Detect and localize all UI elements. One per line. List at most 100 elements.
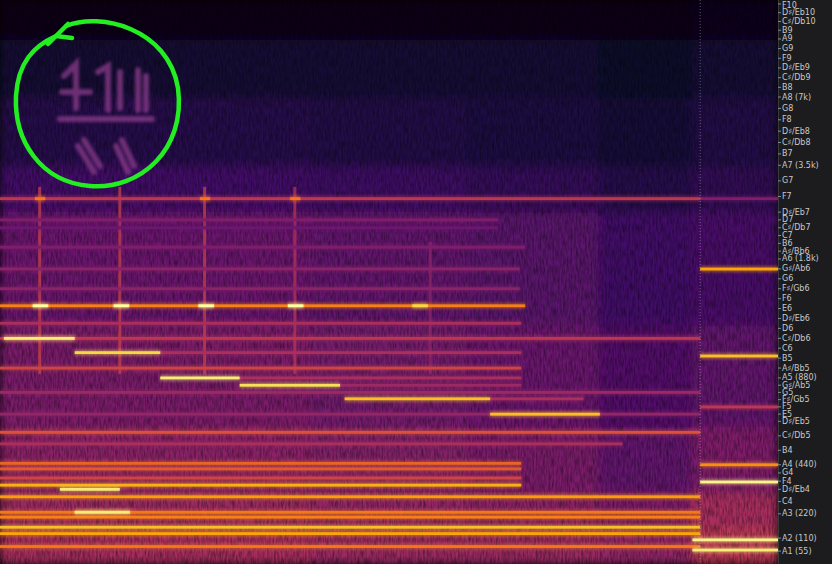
tone-glow bbox=[0, 217, 498, 223]
tone bbox=[160, 351, 521, 354]
tone-glow bbox=[0, 441, 622, 447]
tone bbox=[692, 549, 778, 552]
tone bbox=[0, 322, 521, 325]
transient bbox=[293, 187, 296, 374]
tick-mark bbox=[778, 308, 781, 309]
tone bbox=[700, 463, 778, 466]
tone bbox=[0, 462, 521, 465]
tone bbox=[240, 384, 340, 387]
tone bbox=[0, 526, 700, 529]
tone bbox=[114, 304, 130, 307]
tone-glow bbox=[0, 494, 700, 500]
tone-glow bbox=[0, 320, 521, 326]
tick-mark bbox=[778, 348, 781, 349]
tick-mark bbox=[778, 392, 781, 393]
tone-glow bbox=[0, 429, 700, 435]
tick-mark bbox=[778, 3, 781, 4]
tone bbox=[0, 197, 700, 200]
circle-hook bbox=[48, 24, 72, 44]
tone-glow bbox=[345, 396, 490, 402]
tick-mark bbox=[778, 421, 781, 422]
axis-panel bbox=[778, 0, 832, 564]
tick-label: F9 bbox=[782, 54, 792, 63]
tick-label: F7 bbox=[782, 192, 792, 201]
tick-mark bbox=[778, 131, 781, 132]
tone bbox=[0, 367, 521, 370]
tone-glow bbox=[4, 335, 75, 341]
tick-mark bbox=[778, 119, 781, 120]
tick-mark bbox=[778, 30, 781, 31]
tick-mark bbox=[778, 38, 781, 39]
tone bbox=[412, 304, 428, 307]
glyph-stroke bbox=[60, 116, 152, 122]
tone bbox=[692, 538, 778, 541]
tick-mark bbox=[778, 481, 781, 482]
tick-label: D♯/Eb10 bbox=[782, 8, 815, 17]
tone-glow bbox=[0, 303, 525, 309]
tone-glow bbox=[75, 509, 130, 515]
tone bbox=[0, 268, 520, 271]
tick-mark bbox=[778, 538, 781, 539]
annotation-circle bbox=[16, 21, 179, 186]
tick-label: G6 bbox=[782, 274, 793, 283]
tick-mark bbox=[778, 219, 781, 220]
tick-mark bbox=[778, 77, 781, 78]
playhead bbox=[700, 0, 701, 564]
tone bbox=[345, 397, 490, 400]
plot-area bbox=[0, 0, 778, 564]
tone bbox=[198, 304, 214, 307]
tick-mark bbox=[778, 142, 781, 143]
tick-mark bbox=[778, 227, 781, 228]
noise-texture bbox=[0, 0, 778, 564]
tone bbox=[75, 511, 130, 514]
tone-glow bbox=[700, 196, 778, 202]
tick-mark bbox=[778, 278, 781, 279]
tick-mark bbox=[778, 196, 781, 197]
tone bbox=[490, 397, 583, 400]
axis-line bbox=[778, 0, 779, 564]
tone bbox=[290, 197, 300, 200]
tick-label: A7 (3.5k) bbox=[782, 161, 819, 170]
tone-glow bbox=[288, 303, 304, 309]
tick-label: F♯/Gb6 bbox=[782, 284, 810, 293]
tone-glow bbox=[0, 411, 700, 417]
tone bbox=[700, 481, 778, 484]
tone-glow bbox=[198, 303, 214, 309]
tone bbox=[0, 516, 700, 519]
tone-glow bbox=[0, 365, 521, 371]
tone bbox=[0, 287, 520, 290]
tone bbox=[35, 197, 45, 200]
circle-stroke bbox=[16, 21, 179, 186]
tick-mark bbox=[778, 406, 781, 407]
tick-mark bbox=[778, 12, 781, 13]
tone-glow bbox=[700, 266, 778, 272]
tone bbox=[0, 391, 700, 394]
tone-glow bbox=[0, 225, 498, 231]
tick-label: D♯/Eb6 bbox=[782, 314, 810, 323]
tick-label: G7 bbox=[782, 176, 793, 185]
tick-mark bbox=[778, 464, 781, 465]
tone-glow bbox=[0, 389, 700, 395]
tone-glow bbox=[33, 303, 49, 309]
tone-glow bbox=[0, 531, 700, 537]
tick-mark bbox=[778, 358, 781, 359]
tone bbox=[490, 413, 600, 416]
tick-mark bbox=[778, 513, 781, 514]
tick-mark bbox=[778, 67, 781, 68]
tick-mark bbox=[778, 377, 781, 378]
tone-glow bbox=[700, 479, 778, 485]
tick-label: B5 bbox=[782, 354, 793, 363]
tone-glow bbox=[340, 382, 521, 388]
tone-glow bbox=[0, 244, 525, 250]
tick-mark bbox=[778, 450, 781, 451]
tick-mark bbox=[778, 108, 781, 109]
tick-mark bbox=[778, 414, 781, 415]
tick-label: A8 (7k) bbox=[782, 93, 811, 102]
tone bbox=[0, 484, 521, 487]
tick-mark bbox=[778, 489, 781, 490]
tick-mark bbox=[778, 180, 781, 181]
cell-layer bbox=[0, 0, 778, 564]
tone-glow bbox=[0, 286, 520, 292]
tone-glow bbox=[240, 375, 522, 381]
tick-label: B8 bbox=[782, 83, 793, 92]
